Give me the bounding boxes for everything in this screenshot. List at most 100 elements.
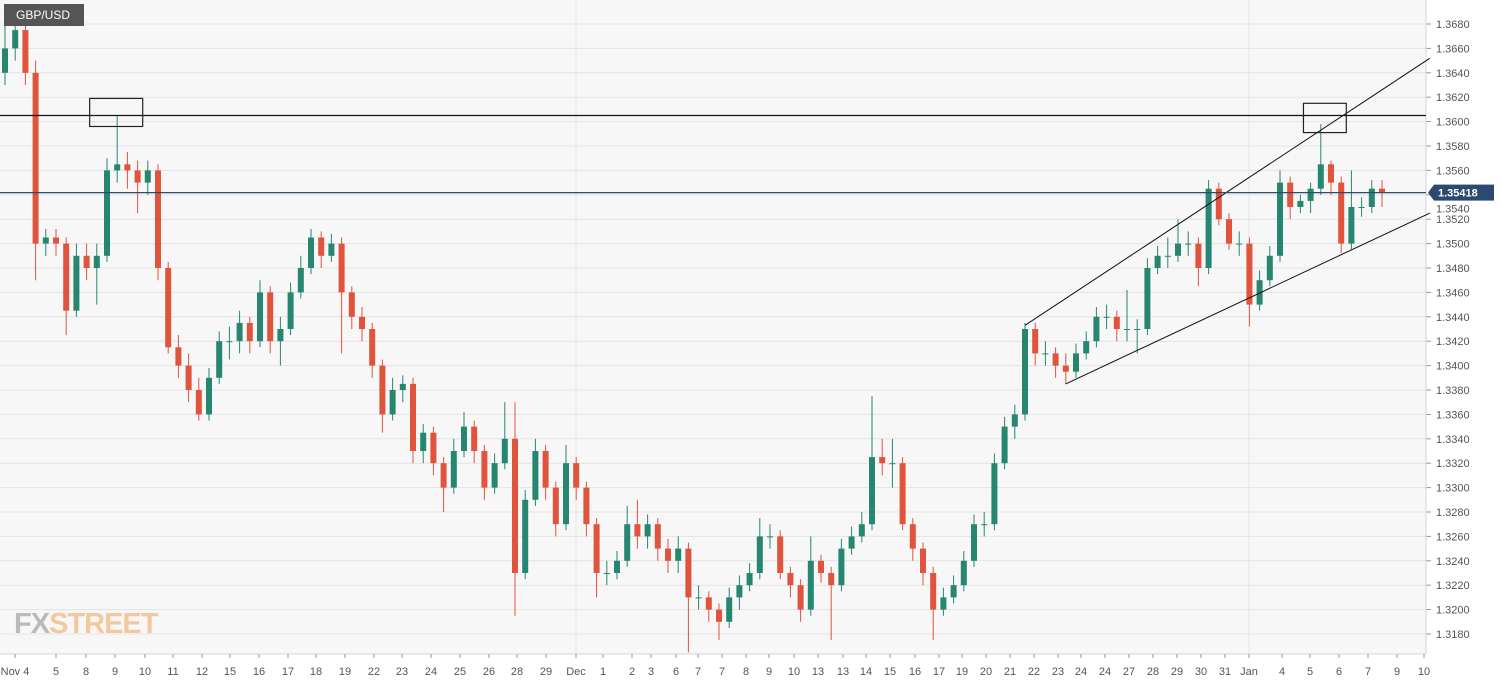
- candle-up: [644, 524, 651, 537]
- x-tick-label: 24: [425, 666, 437, 678]
- candle-down: [634, 524, 641, 537]
- candle-up: [603, 573, 610, 574]
- candle-up: [12, 30, 19, 49]
- candle-up: [675, 548, 682, 561]
- current-price-badge: [1434, 184, 1494, 201]
- candle-up: [42, 237, 49, 244]
- candle-up: [1134, 329, 1141, 330]
- x-tick-label: 5: [1307, 666, 1313, 678]
- x-tick-label: 8: [743, 666, 749, 678]
- candle-up: [491, 463, 498, 488]
- current-price-label: 1.35418: [1438, 188, 1478, 200]
- candle-up: [73, 255, 80, 311]
- x-tick-label: 2: [629, 666, 635, 678]
- candle-down: [430, 432, 437, 464]
- y-tick-label: 1.3200: [1436, 605, 1470, 617]
- y-tick-label: 1.3520: [1436, 214, 1470, 226]
- candle-down: [63, 243, 70, 311]
- y-tick-label: 1.3540: [1436, 204, 1470, 216]
- x-tick-label: 9: [112, 666, 118, 678]
- y-tick-label: 1.3480: [1436, 263, 1470, 275]
- candle-down: [552, 487, 559, 525]
- candle-up: [1277, 182, 1283, 256]
- candle-down: [195, 390, 202, 415]
- candle-up: [848, 536, 855, 549]
- candle-down: [175, 347, 182, 366]
- x-tick-label: 24: [1075, 666, 1087, 678]
- candle-down: [83, 255, 90, 268]
- candle-up: [807, 560, 814, 610]
- candle-up: [1042, 353, 1049, 355]
- candle-up: [1317, 164, 1324, 189]
- candle-down: [481, 451, 488, 488]
- y-tick-label: 1.3680: [1436, 19, 1470, 31]
- candle-up: [960, 560, 967, 586]
- candle-up: [624, 524, 631, 561]
- y-tick-label: 1.3220: [1436, 580, 1470, 592]
- y-tick-label: 1.3640: [1436, 68, 1470, 80]
- x-tick-label: 31: [1219, 666, 1231, 678]
- candle-down: [583, 487, 590, 525]
- candle-up: [1236, 243, 1243, 245]
- x-tick-label: 16: [909, 666, 921, 678]
- fxstreet-logo: FXSTREET: [14, 608, 158, 640]
- candle-down: [685, 548, 692, 598]
- candle-up: [726, 597, 733, 622]
- chart-title: GBP/USD: [4, 4, 85, 26]
- x-tick-label: 17: [933, 666, 945, 678]
- candle-down: [787, 573, 794, 586]
- candle-up: [1093, 316, 1100, 342]
- candle-up: [756, 536, 763, 573]
- x-tick-label: 14: [860, 666, 872, 678]
- x-tick-label: 15: [884, 666, 896, 678]
- candle-down: [165, 268, 172, 348]
- candle-down: [1379, 188, 1385, 193]
- x-tick-label: 10: [1418, 666, 1430, 678]
- y-tick-label: 1.3280: [1436, 507, 1470, 519]
- candle-up: [1307, 188, 1314, 201]
- candle-down: [1287, 182, 1294, 207]
- candle-up: [1011, 414, 1018, 427]
- x-tick-label: 21: [1004, 666, 1016, 678]
- candle-down: [716, 609, 722, 622]
- x-tick-label: 18: [310, 666, 322, 678]
- candle-down: [1226, 219, 1232, 244]
- x-tick-label: 19: [339, 666, 351, 678]
- candle-up: [287, 292, 294, 329]
- y-tick-label: 1.3620: [1436, 92, 1470, 104]
- candle-down: [338, 243, 345, 293]
- candle-down: [267, 292, 274, 342]
- candle-down: [379, 365, 386, 415]
- x-tick-label: 22: [368, 666, 380, 678]
- candle-up: [950, 585, 957, 598]
- highlight-box: [89, 97, 144, 128]
- x-tick-label: 28: [511, 666, 523, 678]
- candle-up: [736, 585, 743, 598]
- candle-up: [1124, 329, 1130, 330]
- candle-down: [318, 237, 325, 256]
- candle-down: [542, 451, 549, 488]
- x-tick-label: 3: [648, 666, 654, 678]
- candle-down: [359, 316, 365, 329]
- x-tick-label: Jan: [1240, 666, 1258, 678]
- x-tick-label: 27: [1123, 666, 1135, 678]
- candle-down: [185, 365, 192, 390]
- candle-down: [1338, 182, 1345, 244]
- x-tick-label: 4: [1279, 666, 1285, 678]
- candle-up: [522, 499, 529, 573]
- x-tick-label: Nov 4: [1, 666, 30, 678]
- candle-down: [512, 438, 518, 573]
- x-tick-label: 29: [1171, 666, 1183, 678]
- y-tick-label: 1.3360: [1436, 409, 1470, 421]
- candle-down: [1062, 365, 1069, 372]
- y-tick-label: 1.3240: [1436, 556, 1470, 568]
- candle-down: [654, 524, 661, 549]
- candle-down: [1052, 353, 1059, 366]
- x-tick-label: 9: [1394, 666, 1400, 678]
- x-tick-label: 28: [1147, 666, 1159, 678]
- candle-up: [869, 457, 875, 525]
- x-tick-label: 22: [1028, 666, 1040, 678]
- x-tick-label: 7: [695, 666, 701, 678]
- y-tick-label: 1.3340: [1436, 434, 1470, 446]
- candle-up: [532, 451, 539, 500]
